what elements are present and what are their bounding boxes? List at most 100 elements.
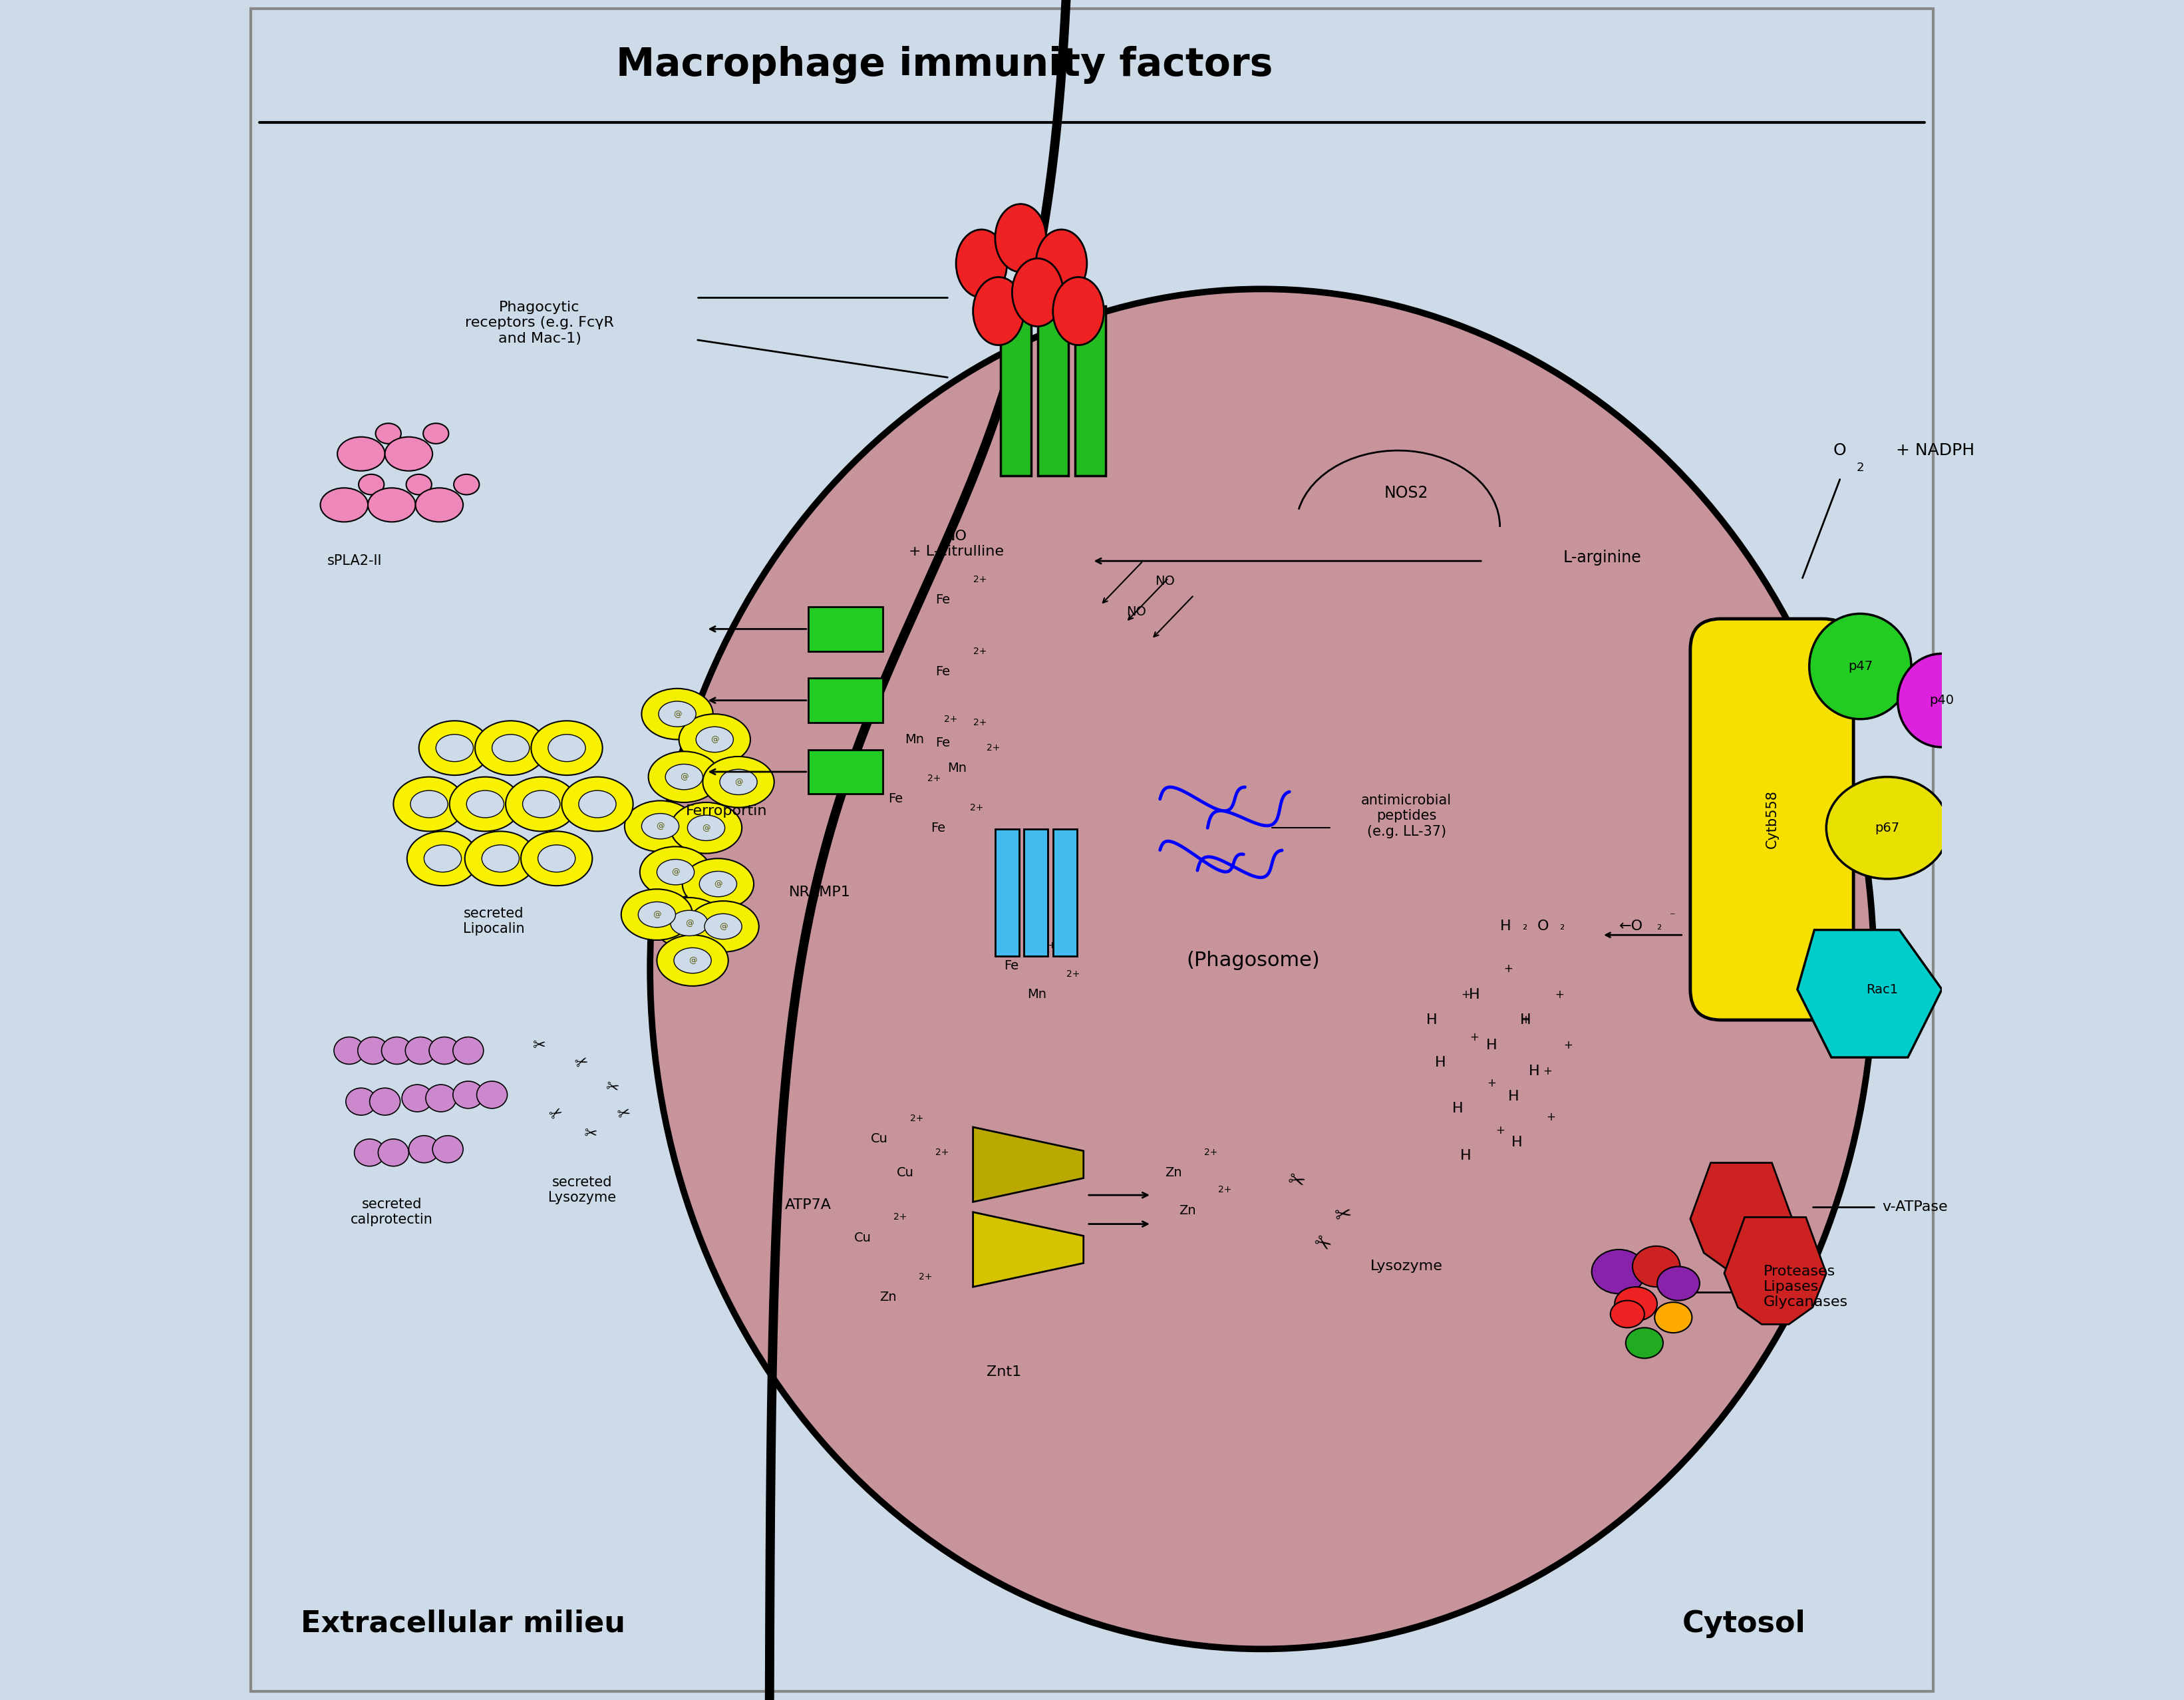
Text: H: H xyxy=(1500,920,1511,933)
Ellipse shape xyxy=(625,801,697,852)
Text: +: + xyxy=(1505,962,1514,976)
Ellipse shape xyxy=(426,1085,456,1112)
Ellipse shape xyxy=(699,872,736,898)
Ellipse shape xyxy=(642,814,679,838)
Text: Cu: Cu xyxy=(871,1132,889,1146)
Text: @: @ xyxy=(734,777,743,787)
Text: 2+: 2+ xyxy=(935,1148,950,1158)
Ellipse shape xyxy=(974,277,1024,345)
Text: Fe: Fe xyxy=(1005,959,1018,972)
Text: ✂: ✂ xyxy=(583,1125,598,1142)
Text: p47: p47 xyxy=(1848,660,1872,673)
Text: 2: 2 xyxy=(1856,461,1865,474)
Text: 2+: 2+ xyxy=(1203,1148,1219,1158)
Text: H: H xyxy=(1520,1013,1531,1027)
Text: ₂: ₂ xyxy=(1522,920,1527,933)
Text: 2+: 2+ xyxy=(1219,1185,1232,1195)
Bar xyxy=(1075,306,1105,476)
Text: O: O xyxy=(1832,442,1845,459)
Text: Mn: Mn xyxy=(1026,988,1046,1001)
Text: H: H xyxy=(1452,1102,1463,1115)
Text: @: @ xyxy=(710,734,719,745)
Text: @: @ xyxy=(701,823,710,833)
Text: @: @ xyxy=(688,955,697,966)
Ellipse shape xyxy=(1035,230,1088,297)
Text: @: @ xyxy=(686,918,692,928)
Ellipse shape xyxy=(408,1136,439,1163)
Text: + NADPH: + NADPH xyxy=(1891,442,1974,459)
Ellipse shape xyxy=(1011,258,1064,326)
Ellipse shape xyxy=(1898,653,1985,746)
Text: Znt1: Znt1 xyxy=(987,1365,1020,1379)
Ellipse shape xyxy=(1625,1328,1662,1358)
Ellipse shape xyxy=(649,751,721,802)
Text: H: H xyxy=(1529,1064,1540,1078)
Ellipse shape xyxy=(957,230,1007,297)
Text: v-ATPase: v-ATPase xyxy=(1883,1200,1948,1214)
Ellipse shape xyxy=(432,1136,463,1163)
Text: +: + xyxy=(1520,1013,1531,1027)
Text: 2+: 2+ xyxy=(974,717,987,728)
Ellipse shape xyxy=(1658,1266,1699,1300)
Ellipse shape xyxy=(620,889,692,940)
Ellipse shape xyxy=(681,858,753,910)
Text: @: @ xyxy=(719,921,727,932)
Ellipse shape xyxy=(666,765,703,789)
Ellipse shape xyxy=(450,777,522,831)
Text: ₂: ₂ xyxy=(1559,920,1564,933)
Ellipse shape xyxy=(1826,777,1948,879)
Bar xyxy=(1053,828,1077,955)
Text: H: H xyxy=(1507,1090,1520,1103)
Text: ✂: ✂ xyxy=(1334,1205,1354,1226)
Text: ✂: ✂ xyxy=(605,1078,620,1098)
Ellipse shape xyxy=(465,831,537,886)
Text: Zn: Zn xyxy=(880,1290,898,1304)
Ellipse shape xyxy=(378,1139,408,1166)
Ellipse shape xyxy=(670,911,708,935)
Ellipse shape xyxy=(660,702,697,728)
Ellipse shape xyxy=(537,845,574,872)
Ellipse shape xyxy=(1614,1287,1658,1321)
Text: Fe: Fe xyxy=(935,593,950,607)
Bar xyxy=(1000,306,1031,476)
Text: L-arginine: L-arginine xyxy=(1564,549,1640,566)
Text: p40: p40 xyxy=(1928,694,1955,707)
Text: +: + xyxy=(1542,1064,1553,1078)
Ellipse shape xyxy=(1655,1302,1693,1333)
Text: +: + xyxy=(1470,1030,1479,1044)
Text: 2+: 2+ xyxy=(1042,940,1057,950)
Text: H: H xyxy=(1426,1013,1437,1027)
Text: @: @ xyxy=(673,709,681,719)
Ellipse shape xyxy=(561,777,633,831)
Ellipse shape xyxy=(531,721,603,775)
Ellipse shape xyxy=(703,756,773,807)
Text: 2+: 2+ xyxy=(1066,969,1081,979)
Text: 2+: 2+ xyxy=(893,1212,906,1222)
Text: +: + xyxy=(1487,1076,1496,1090)
Ellipse shape xyxy=(996,204,1046,272)
Text: ✂: ✂ xyxy=(572,1052,592,1073)
Text: secreted
Lysozyme: secreted Lysozyme xyxy=(548,1176,616,1204)
Ellipse shape xyxy=(358,474,384,495)
Text: Fe: Fe xyxy=(935,665,950,678)
Text: Mn: Mn xyxy=(904,733,924,746)
Text: NRAMP1: NRAMP1 xyxy=(788,886,852,899)
Polygon shape xyxy=(974,1212,1083,1287)
Polygon shape xyxy=(1725,1217,1826,1324)
Text: Zn: Zn xyxy=(1164,1166,1182,1180)
Bar xyxy=(808,750,882,794)
Text: 2+: 2+ xyxy=(974,646,987,656)
Text: (Phagosome): (Phagosome) xyxy=(1186,950,1321,971)
Text: Cytb558: Cytb558 xyxy=(1765,790,1778,848)
Ellipse shape xyxy=(321,488,367,522)
Ellipse shape xyxy=(358,1037,389,1064)
Text: +: + xyxy=(1461,988,1470,1001)
Text: @: @ xyxy=(679,772,688,782)
Text: Zn: Zn xyxy=(1179,1204,1195,1217)
Bar xyxy=(808,678,882,722)
Ellipse shape xyxy=(1808,614,1911,719)
Ellipse shape xyxy=(419,721,489,775)
Text: 2+: 2+ xyxy=(943,714,957,724)
Text: Proteases
Lipases
Glycanases: Proteases Lipases Glycanases xyxy=(1762,1265,1848,1309)
Text: H: H xyxy=(1511,1136,1522,1149)
